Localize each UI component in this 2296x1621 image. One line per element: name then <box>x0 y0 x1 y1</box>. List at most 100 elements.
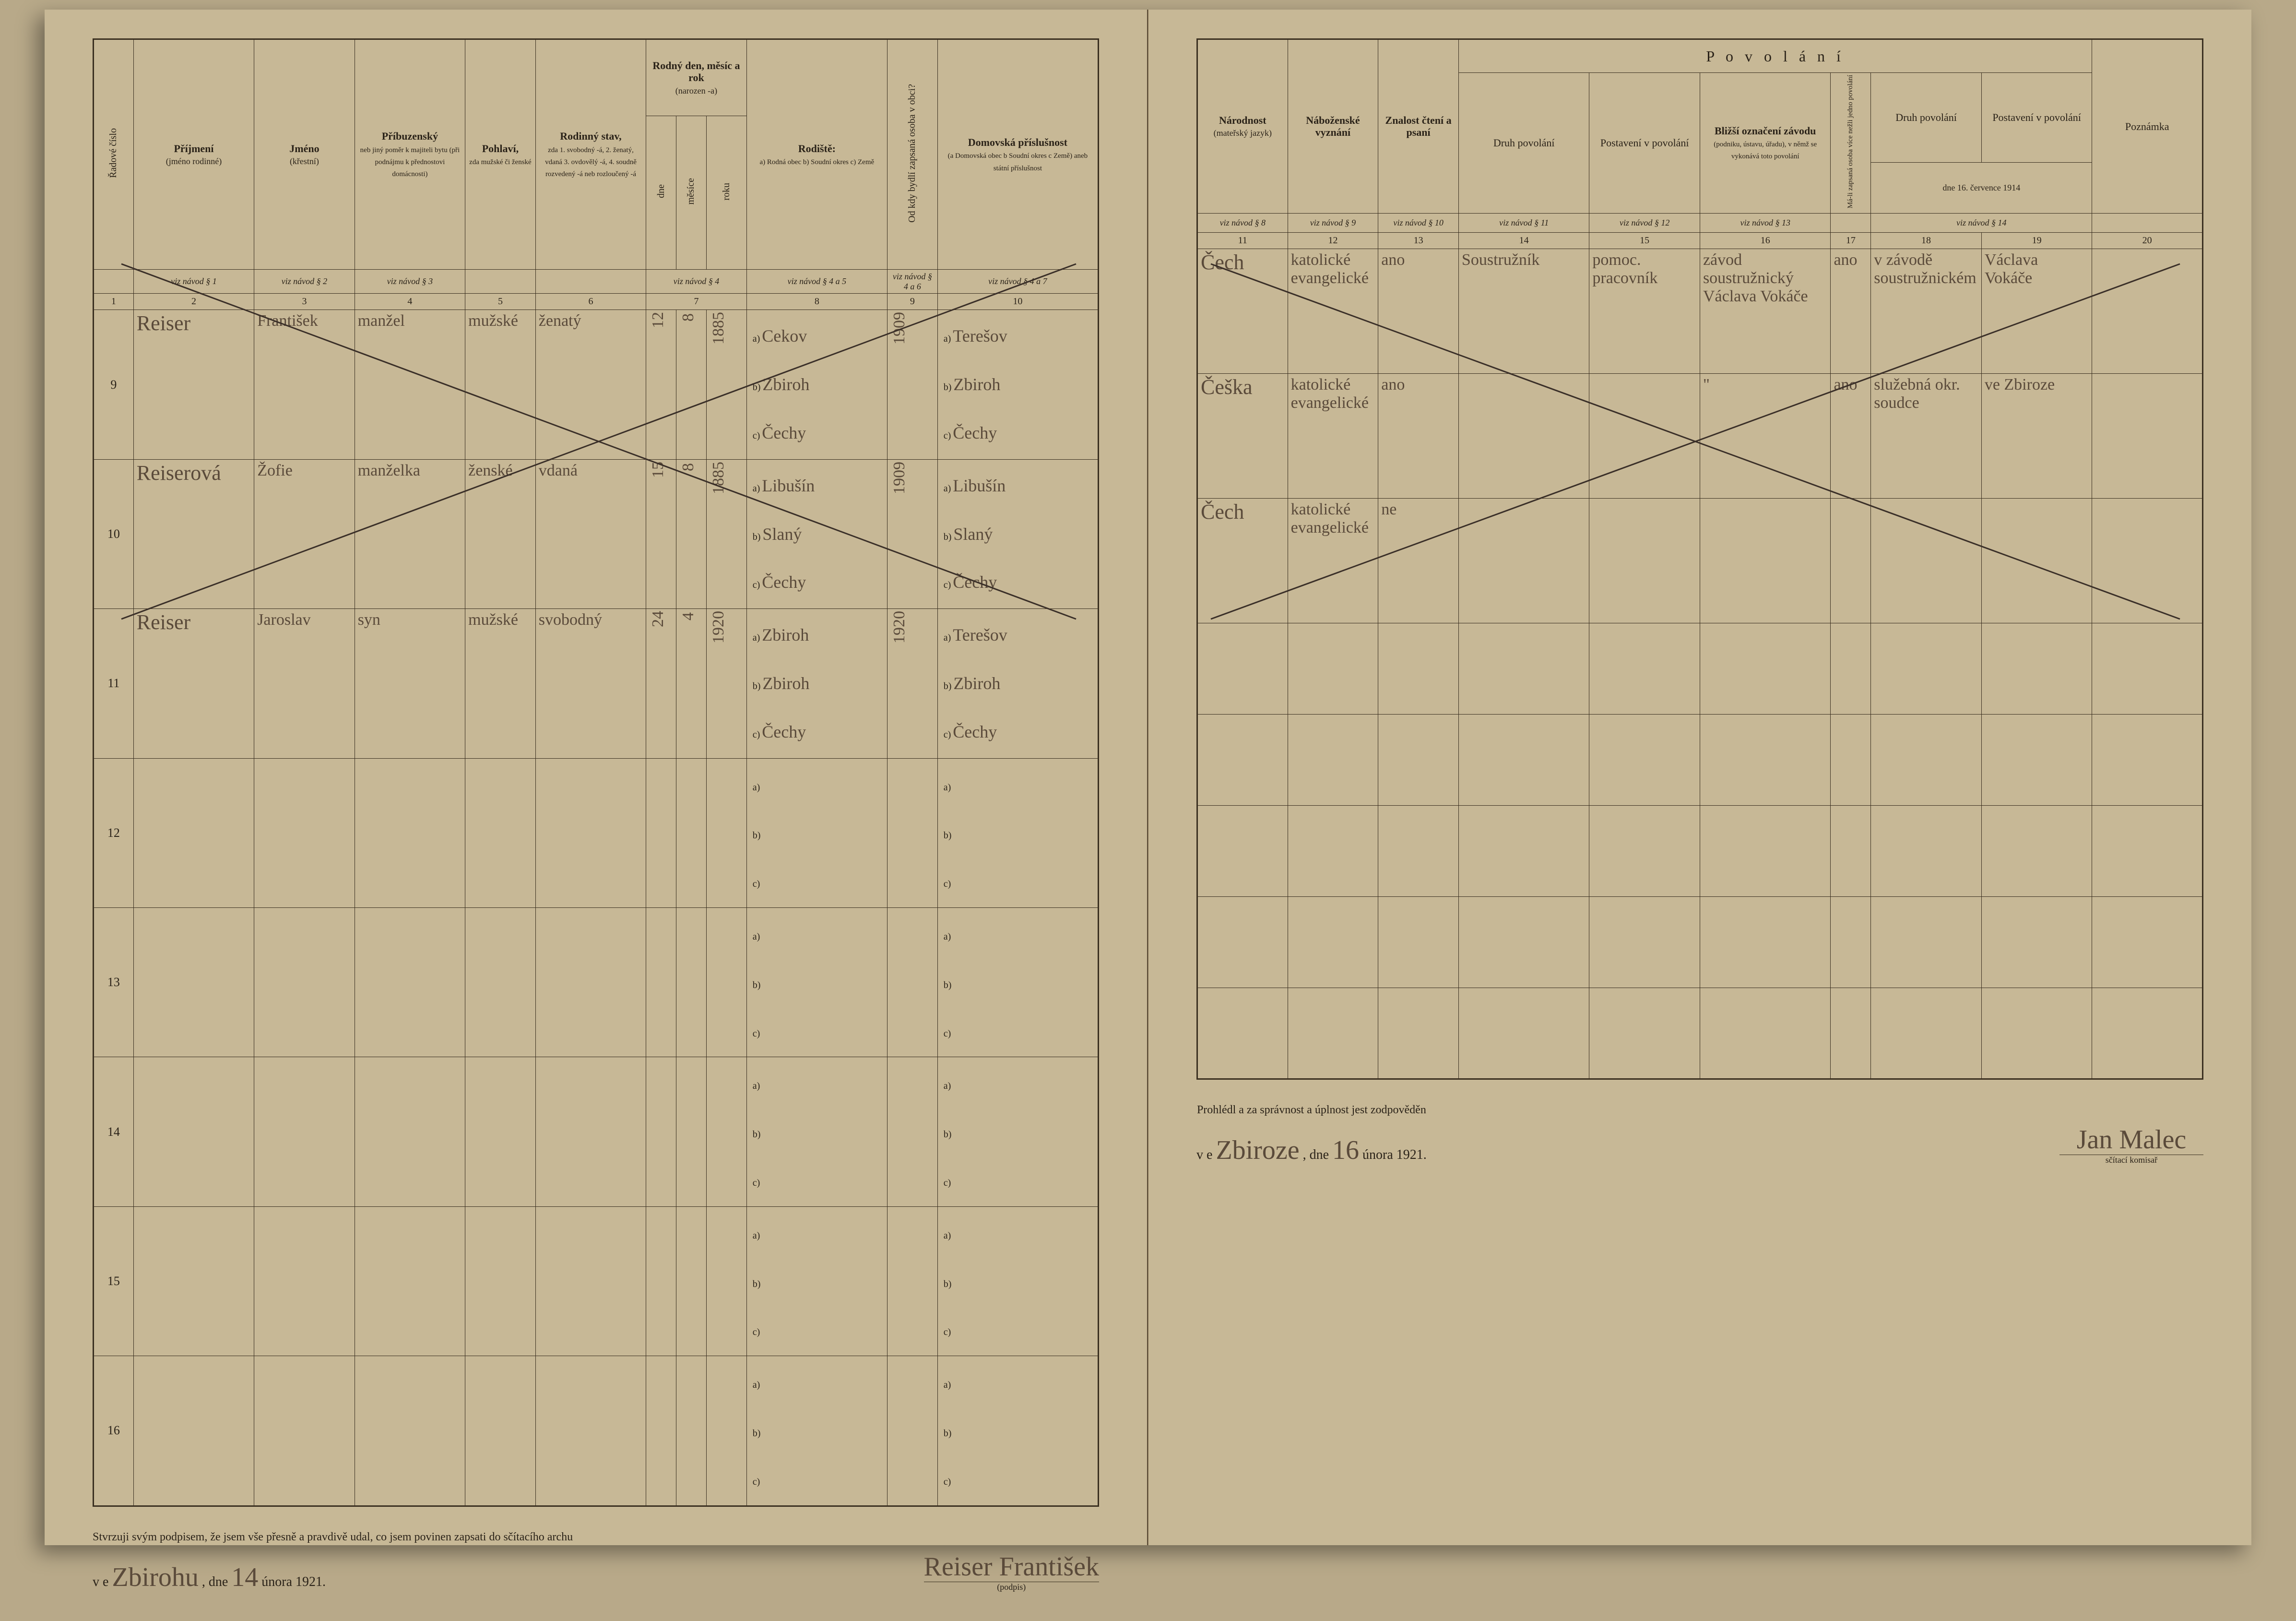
given-cell: Jaroslav <box>254 609 355 758</box>
position2-cell <box>1981 498 2092 623</box>
position-cell <box>1589 498 1700 623</box>
table-row-blank <box>1197 988 2203 1079</box>
firm-cell: závod soustružnický Václava Vokáče <box>1700 249 1830 373</box>
hdr-povolani: P o v o l á n í <box>1458 39 2092 73</box>
colnum-3: 3 <box>254 294 355 310</box>
relation-cell: manželka <box>355 459 465 608</box>
right-page: Národnost(mateřský jazyk) Náboženské vyz… <box>1148 10 2251 1545</box>
rref-12: viz návod § 9 <box>1288 213 1378 232</box>
hdr-col1: Řadové číslo <box>94 39 134 270</box>
table-row: 10ReiserováŽofiemanželkaženskévdaná15818… <box>94 459 1099 608</box>
rsignature-sub: sčítací komisař <box>2059 1155 2203 1165</box>
left-table: Řadové číslo Příjmení(jméno rodinné) Jmé… <box>93 38 1099 1507</box>
year-cell: 1920 <box>706 609 746 758</box>
hdr-col11: Národnost(mateřský jazyk) <box>1197 39 1288 214</box>
table-row-blank: 16a)b)c)a)b)c) <box>94 1356 1099 1506</box>
sex-cell: mužské <box>465 609 536 758</box>
colnum-9: 9 <box>887 294 937 310</box>
rplace-value: Zbiroze <box>1216 1135 1299 1165</box>
hdr-col7: Rodný den, měsíc a rok(narozen -a) <box>646 39 746 116</box>
month-cell: 8 <box>676 310 707 459</box>
affirm-text: Stvrzuji svým podpisem, že jsem vše přes… <box>93 1531 573 1544</box>
signature-left: Reiser František <box>924 1552 1099 1583</box>
rcolnum-16: 16 <box>1700 232 1830 249</box>
note-cell <box>2092 373 2203 498</box>
table-row-blank: 12a)b)c)a)b)c) <box>94 758 1099 907</box>
side-cell: ano <box>1831 373 1871 498</box>
table-row-blank <box>1197 805 2203 896</box>
side-cell <box>1831 498 1871 623</box>
rcolnum-14: 14 <box>1458 232 1589 249</box>
rcolnum-13: 13 <box>1378 232 1459 249</box>
literacy-cell: ano <box>1378 249 1459 373</box>
birthplace-cell: a)Cekovb)Zbirohc)Čechy <box>746 310 887 459</box>
nationality-cell: Čech <box>1197 498 1288 623</box>
rcolnum-20: 20 <box>2092 232 2203 249</box>
ref-7: viz návod § 4 <box>646 270 746 294</box>
row-number: 11 <box>94 609 134 758</box>
firm-cell <box>1700 498 1830 623</box>
hdr-col2: Příjmení(jméno rodinné) <box>133 39 254 270</box>
colnum-2: 2 <box>133 294 254 310</box>
colnum-1: 1 <box>94 294 134 310</box>
occupation2-cell: služebná okr. soudce <box>1871 373 1982 498</box>
rcolnum-12: 12 <box>1288 232 1378 249</box>
colnum-5: 5 <box>465 294 536 310</box>
right-table: Národnost(mateřský jazyk) Náboženské vyz… <box>1196 38 2203 1080</box>
hdr-col19: Postavení v povolání <box>1981 73 2092 163</box>
affirm-text-r: Prohlédl a za správnost a úplnost jest z… <box>1196 1104 1427 1117</box>
hdr-year: roku <box>706 116 746 270</box>
surname-cell: Reiser <box>133 310 254 459</box>
occupation2-cell <box>1871 498 1982 623</box>
rdate-pre: , dne <box>1303 1147 1329 1162</box>
hdr-col4: Příbuzenskýneb jiný poměr k majiteli byt… <box>355 39 465 270</box>
literacy-cell: ne <box>1378 498 1459 623</box>
literacy-cell: ano <box>1378 373 1459 498</box>
hdr-col10: Domovská příslušnost(a Domovská obec b S… <box>937 39 1098 270</box>
hdr-day: dne <box>646 116 676 270</box>
domicile-cell: a)Terešovb)Zbirohc)Čechy <box>937 609 1098 758</box>
rday-value: 16 <box>1332 1135 1359 1165</box>
rplace-pre: v e <box>1196 1147 1212 1162</box>
given-cell: Žofie <box>254 459 355 608</box>
hdr-col9: Od kdy bydlí zapsaná osoba v obci? <box>887 39 937 270</box>
domicile-cell: a)Libušínb)Slanýc)Čechy <box>937 459 1098 608</box>
occupation-cell <box>1458 498 1589 623</box>
row-number: 10 <box>94 459 134 608</box>
hdr-col13: Znalost čtení a psaní <box>1378 39 1459 214</box>
hdr-col16: Bližší označení závodu(podniku, ústavu, … <box>1700 73 1830 214</box>
rref-14: viz návod § 11 <box>1458 213 1589 232</box>
since-cell: 1920 <box>887 609 937 758</box>
note-cell <box>2092 498 2203 623</box>
hdr-col14: Druh povolání <box>1458 73 1589 214</box>
ref-3: viz návod § 2 <box>254 270 355 294</box>
day-cell: 24 <box>646 609 676 758</box>
year-cell: 1885 <box>706 459 746 608</box>
surname-cell: Reiser <box>133 609 254 758</box>
hdr-1914: dne 16. července 1914 <box>1871 163 2092 213</box>
table-row-blank <box>1197 623 2203 714</box>
nationality-cell: Čech <box>1197 249 1288 373</box>
ref-4: viz návod § 3 <box>355 270 465 294</box>
table-row-blank <box>1197 714 2203 805</box>
position2-cell: Václava Vokáče <box>1981 249 2092 373</box>
status-cell: svobodný <box>535 609 646 758</box>
note-cell <box>2092 249 2203 373</box>
sex-cell: mužské <box>465 310 536 459</box>
rcolnum-18: 18 <box>1871 232 1982 249</box>
hdr-col18: Druh povolání <box>1871 73 1982 163</box>
row-number: 9 <box>94 310 134 459</box>
since-cell: 1909 <box>887 459 937 608</box>
month-cell: 4 <box>676 609 707 758</box>
day-cell: 12 <box>646 310 676 459</box>
nationality-cell: Češka <box>1197 373 1288 498</box>
birthplace-cell: a)Libušínb)Slanýc)Čechy <box>746 459 887 608</box>
position-cell <box>1589 373 1700 498</box>
table-row-blank: 15a)b)c)a)b)c) <box>94 1206 1099 1356</box>
place-value: Zbirohu <box>112 1562 198 1592</box>
occupation2-cell: v závodě soustružnickém <box>1871 249 1982 373</box>
side-cell: ano <box>1831 249 1871 373</box>
year-cell: 1885 <box>706 310 746 459</box>
hdr-month: měsíce <box>676 116 707 270</box>
ref-8: viz návod § 4 a 5 <box>746 270 887 294</box>
